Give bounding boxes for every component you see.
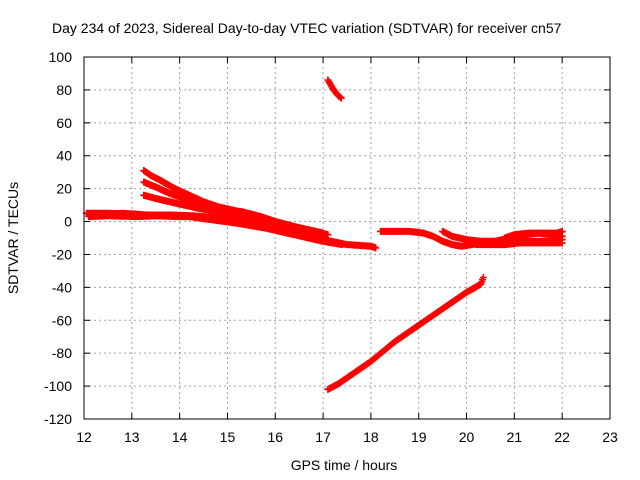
x-tick-label: 17 [315, 429, 331, 445]
x-tick-label: 16 [267, 429, 283, 445]
x-axis-label: GPS time / hours [291, 457, 398, 473]
series-arc-8 [324, 274, 487, 393]
x-tick-label: 20 [459, 429, 475, 445]
x-tick-label: 15 [220, 429, 236, 445]
y-tick-label: -40 [52, 279, 72, 295]
x-tick-label: 13 [124, 429, 140, 445]
y-tick-label: 20 [56, 181, 72, 197]
plot-frame [83, 56, 611, 420]
x-tick-label: 22 [554, 429, 570, 445]
y-axis-label: SDTVAR / TECUs [5, 182, 21, 294]
y-tick-label: 80 [56, 82, 72, 98]
series-arc-6 [140, 191, 327, 242]
x-tick-label: 23 [602, 429, 618, 445]
series-markers [472, 239, 566, 249]
y-tick-label: 100 [49, 49, 73, 65]
series-markers [140, 191, 327, 242]
chart-title: Day 234 of 2023, Sidereal Day-to-day VTE… [52, 20, 562, 36]
series-arc-11 [472, 239, 566, 249]
y-tick-label: 60 [56, 115, 72, 131]
series-arc-5 [140, 178, 332, 239]
series-arc-12 [501, 227, 566, 242]
x-tick-label: 19 [411, 429, 427, 445]
y-tick-label: 40 [56, 148, 72, 164]
x-tick-label: 14 [172, 429, 188, 445]
series-markers [324, 76, 345, 102]
series-markers [501, 227, 566, 242]
y-tick-label: -60 [52, 312, 72, 328]
y-tick-label: -120 [44, 411, 72, 427]
series-markers [140, 178, 332, 239]
y-tick-label: 0 [64, 214, 72, 230]
x-tick-label: 21 [507, 429, 523, 445]
x-tick-label: 18 [363, 429, 379, 445]
x-axis-ticks: 12 13 14 15 16 17 18 19 20 21 22 23 [76, 57, 618, 445]
y-tick-label: -80 [52, 345, 72, 361]
x-tick-label: 12 [76, 429, 92, 445]
series-arc-7 [324, 76, 345, 102]
y-tick-label: -20 [52, 246, 72, 262]
data-series [82, 76, 566, 393]
y-axis-ticks: -120 -100 -80 -60 -40 -20 0 20 40 60 80 100 [44, 49, 610, 427]
series-markers [324, 274, 487, 393]
y-tick-label: -100 [44, 378, 72, 394]
